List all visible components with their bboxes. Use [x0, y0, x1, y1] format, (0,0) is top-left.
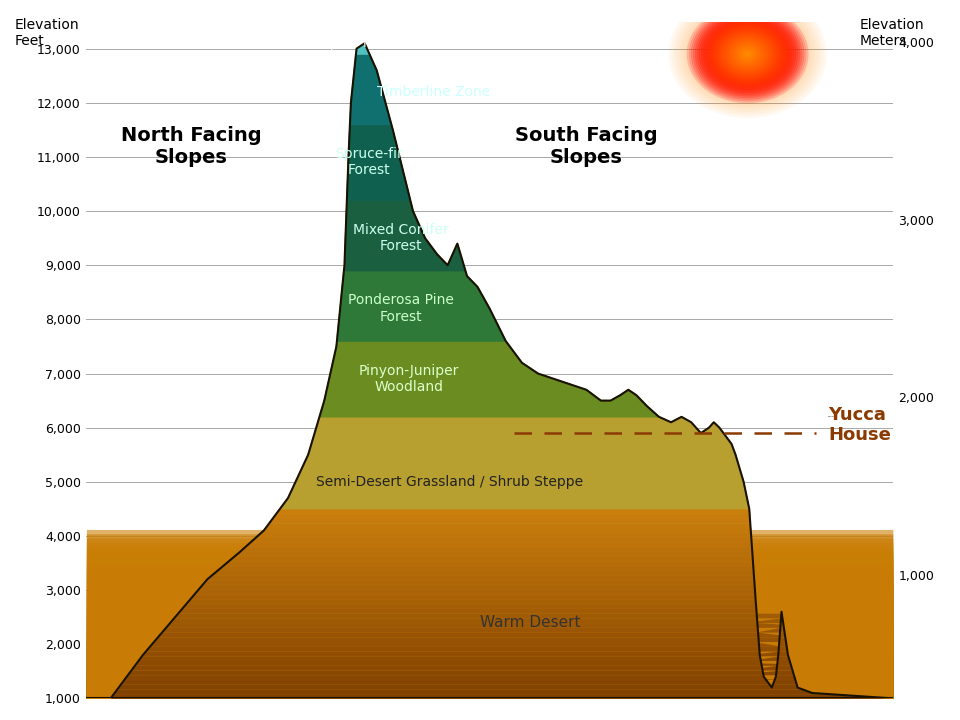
Polygon shape: [356, 44, 369, 54]
Text: Spruce-fir
Forest: Spruce-fir Forest: [335, 148, 402, 177]
Ellipse shape: [735, 45, 759, 64]
Text: Alpine Tundra: Alpine Tundra: [318, 37, 403, 50]
Ellipse shape: [701, 17, 794, 91]
Ellipse shape: [693, 10, 803, 98]
Ellipse shape: [711, 25, 784, 84]
Polygon shape: [348, 125, 410, 200]
Ellipse shape: [744, 51, 752, 58]
Text: Pinyon-Juniper
Woodland: Pinyon-Juniper Woodland: [359, 364, 459, 394]
Ellipse shape: [719, 32, 776, 77]
Ellipse shape: [687, 5, 808, 103]
Ellipse shape: [695, 12, 800, 96]
Ellipse shape: [733, 42, 762, 66]
Ellipse shape: [709, 23, 786, 85]
Ellipse shape: [732, 41, 764, 67]
Polygon shape: [320, 341, 659, 417]
Ellipse shape: [713, 27, 782, 81]
Ellipse shape: [717, 30, 778, 78]
Ellipse shape: [706, 20, 790, 88]
Text: North Facing
Slopes: North Facing Slopes: [121, 125, 261, 166]
Ellipse shape: [708, 22, 788, 86]
Ellipse shape: [726, 36, 770, 72]
Ellipse shape: [737, 46, 757, 62]
Ellipse shape: [704, 18, 792, 90]
Ellipse shape: [697, 14, 798, 95]
Text: Elevation
Feet: Elevation Feet: [14, 18, 79, 48]
Ellipse shape: [691, 9, 804, 99]
Polygon shape: [110, 525, 892, 698]
Polygon shape: [268, 417, 750, 525]
Ellipse shape: [739, 48, 756, 60]
Polygon shape: [338, 271, 505, 341]
Ellipse shape: [715, 28, 780, 80]
Ellipse shape: [689, 7, 806, 102]
Polygon shape: [350, 54, 391, 125]
Text: Yucca
House: Yucca House: [828, 405, 891, 444]
Ellipse shape: [724, 35, 772, 73]
Text: #8B3A00: #8B3A00: [828, 416, 835, 418]
Text: Ponderosa Pine
Forest: Ponderosa Pine Forest: [348, 294, 454, 324]
Text: Mixed Conifer
Forest: Mixed Conifer Forest: [353, 223, 448, 253]
Ellipse shape: [728, 38, 768, 71]
Text: South Facing
Slopes: South Facing Slopes: [516, 125, 658, 166]
Text: Semi-Desert Grassland / Shrub Steppe: Semi-Desert Grassland / Shrub Steppe: [316, 474, 583, 489]
Text: Timberline Zone: Timberline Zone: [376, 85, 490, 99]
Ellipse shape: [730, 40, 766, 68]
Ellipse shape: [746, 53, 750, 55]
Ellipse shape: [741, 49, 754, 59]
Ellipse shape: [722, 33, 774, 75]
Text: Warm Desert: Warm Desert: [480, 615, 580, 630]
Polygon shape: [345, 200, 465, 271]
Text: Elevation
Meters: Elevation Meters: [859, 18, 924, 48]
Ellipse shape: [699, 15, 796, 93]
